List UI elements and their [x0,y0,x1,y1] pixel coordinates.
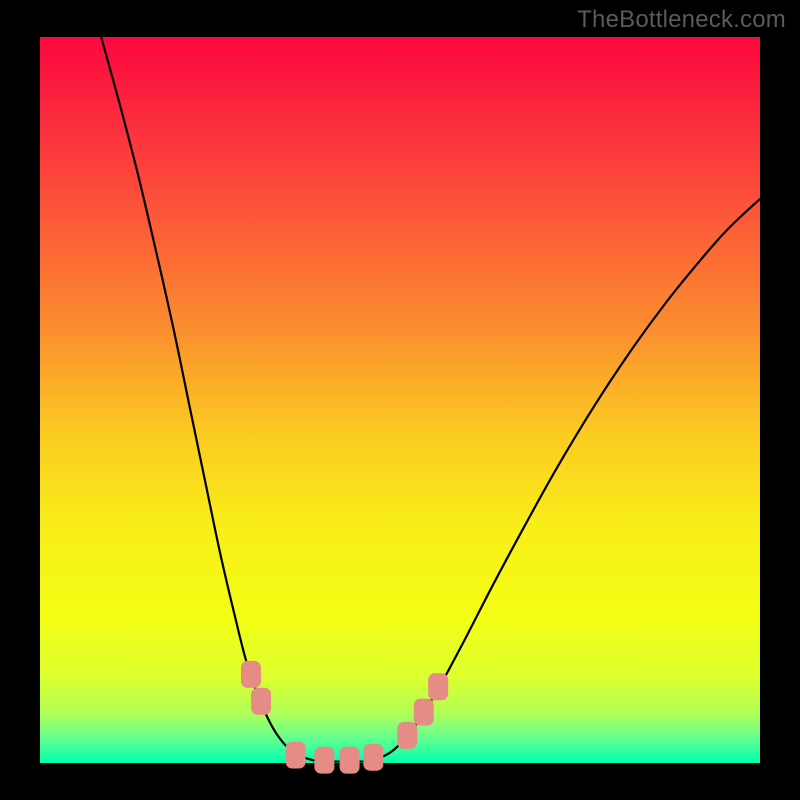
curve-marker [241,661,260,687]
curve-marker [286,742,305,768]
curve-marker [414,699,433,725]
bottleneck-chart [0,0,800,800]
curve-marker [398,722,417,748]
curve-marker [340,747,359,773]
curve-marker [315,747,334,773]
curve-marker [252,688,271,714]
curve-marker [364,744,383,770]
curve-marker [429,674,448,700]
plot-background [40,37,760,763]
watermark: TheBottleneck.com [577,6,786,34]
